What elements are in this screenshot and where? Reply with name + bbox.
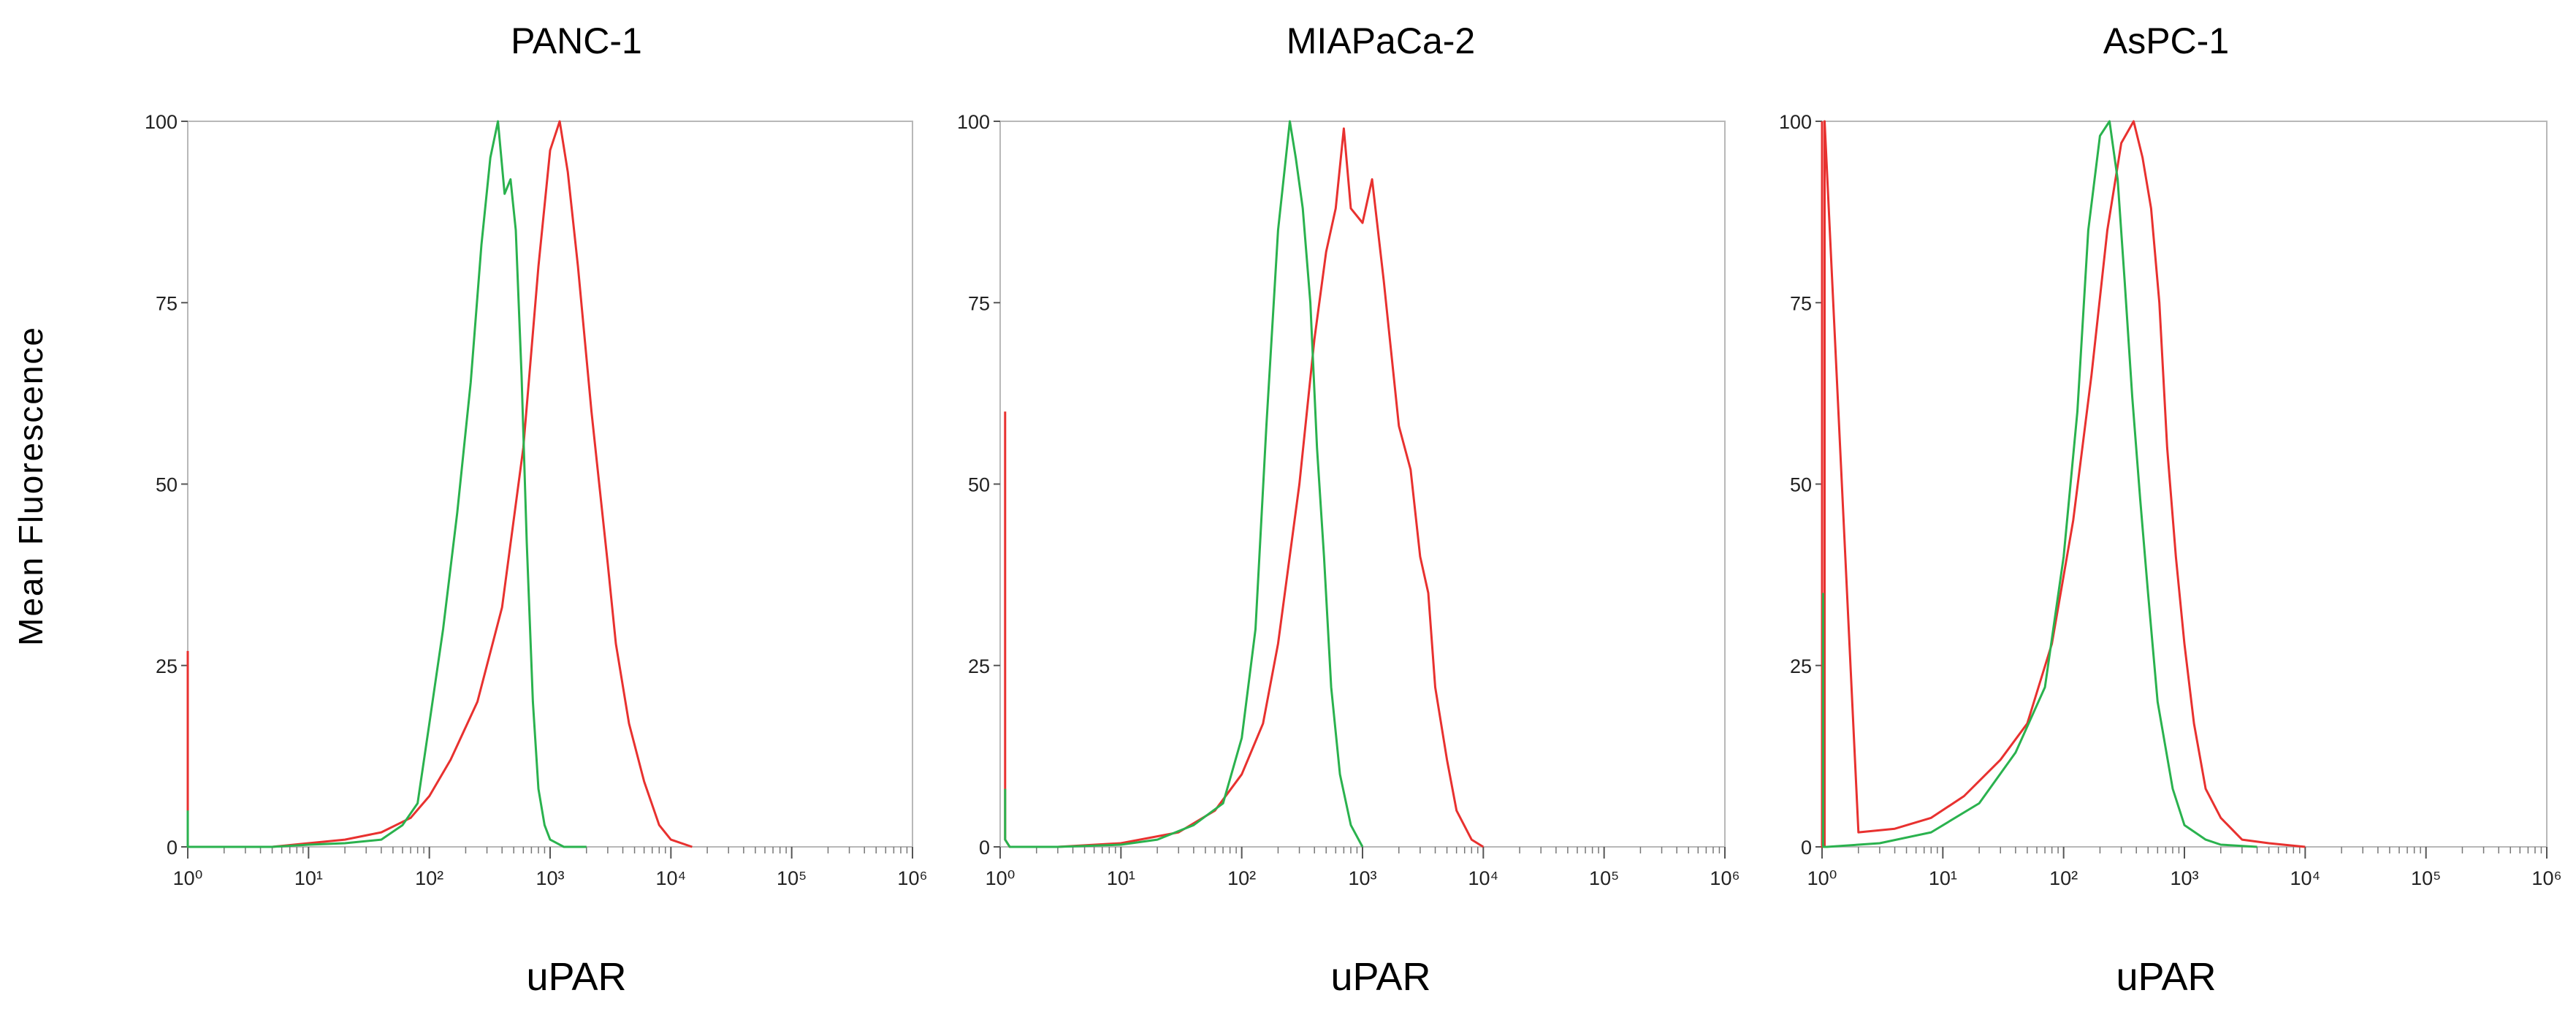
x-axis-label: uPAR	[1330, 955, 1430, 999]
x-axis-label: uPAR	[2116, 955, 2216, 999]
chart-panel-3: AsPC-1 0 25 50 75 100 10⁰ 10¹ 10² 10³ 10⁴ 10⁵ 10⁶ u…	[1779, 20, 2562, 999]
y-tick-label: 0	[1801, 837, 1812, 859]
series-line	[1004, 120, 1364, 848]
y-tick-label: 25	[968, 655, 990, 677]
series-line	[186, 120, 587, 848]
x-tick-label: 10⁶	[1710, 867, 1739, 889]
x-tick-label: 10¹	[1107, 867, 1135, 889]
x-tick-label: 10²	[415, 867, 443, 889]
y-axis-label: Mean Fluorescence	[12, 326, 50, 646]
y-tick-label: 50	[968, 474, 990, 496]
y-tick-label: 75	[968, 292, 990, 314]
x-tick-label: 10⁴	[1468, 867, 1499, 889]
y-tick-label: 0	[979, 837, 990, 859]
x-tick-label: 10²	[1227, 867, 1256, 889]
y-tick-label: 50	[156, 474, 178, 496]
panel-title: PANC-1	[511, 20, 642, 61]
x-tick-label: 10¹	[1929, 867, 1957, 889]
x-tick-label: 10⁴	[2290, 867, 2321, 889]
series-line	[1821, 120, 2306, 848]
y-tick-label: 100	[957, 111, 990, 133]
y-tick-label: 25	[156, 655, 178, 677]
x-tick-label: 10¹	[294, 867, 323, 889]
x-axis-label: uPAR	[526, 955, 626, 999]
y-tick-label: 100	[1779, 111, 1812, 133]
x-tick-label: 10⁶	[897, 867, 927, 889]
chart-panel-1: PANC-1 0 25 50 75 100 10⁰ 10¹ 10² 10³ 10⁴ 10⁵ 10⁶ u…	[145, 20, 928, 999]
x-tick-label: 10⁴	[656, 867, 687, 889]
x-tick-label: 10⁰	[1807, 867, 1837, 889]
x-tick-label: 10⁰	[986, 867, 1015, 889]
panel-title: AsPC-1	[2103, 20, 2229, 61]
series-line	[1821, 120, 2257, 848]
x-tick-label: 10⁵	[777, 867, 807, 889]
x-tick-label: 10⁶	[2531, 867, 2561, 889]
x-tick-label: 10³	[2170, 867, 2198, 889]
y-tick-label: 25	[1790, 655, 1812, 677]
plot-frame	[999, 121, 1726, 848]
y-tick-label: 0	[167, 837, 178, 859]
y-tick-label: 100	[145, 111, 178, 133]
x-tick-label: 10³	[1348, 867, 1376, 889]
x-tick-label: 10⁰	[173, 867, 203, 889]
plot-frame	[187, 121, 913, 848]
x-tick-label: 10²	[2049, 867, 2078, 889]
x-tick-label: 10³	[536, 867, 564, 889]
y-tick-label: 50	[1790, 474, 1812, 496]
panel-title: MIAPaCa-2	[1287, 20, 1475, 61]
y-tick-label: 75	[1790, 292, 1812, 314]
x-tick-label: 10⁵	[1589, 867, 1619, 889]
x-tick-label: 10⁵	[2411, 867, 2441, 889]
plot-frame	[1821, 121, 2548, 848]
series-line	[1004, 127, 1485, 848]
chart-panel-2: MIAPaCa-2 0 25 50 75 100 10⁰ 10¹ 10² 10³ 10⁴ 10⁵ 10…	[957, 20, 1740, 999]
y-tick-label: 75	[156, 292, 178, 314]
